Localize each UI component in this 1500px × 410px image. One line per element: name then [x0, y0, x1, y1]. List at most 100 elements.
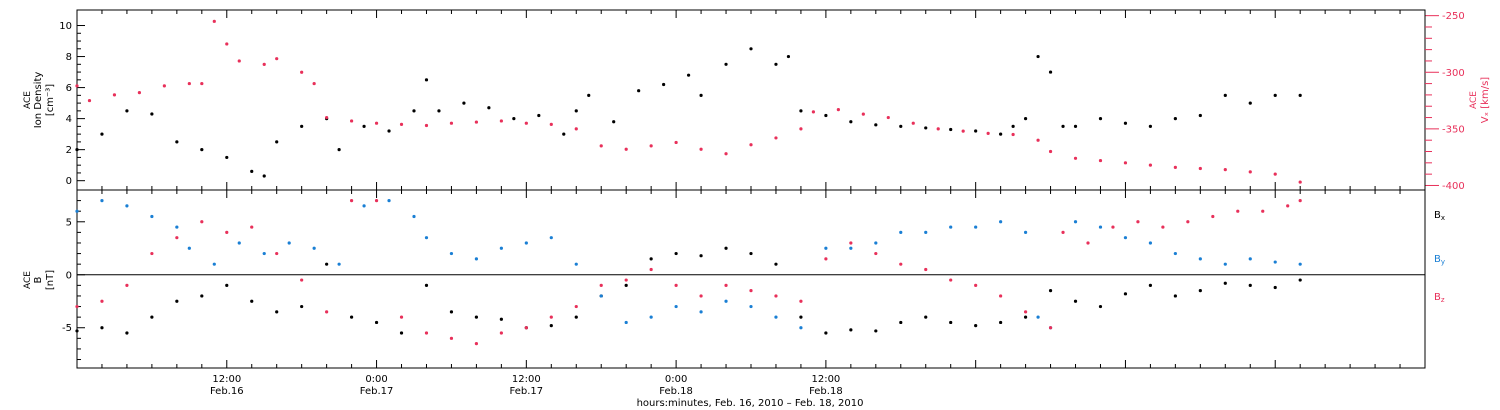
data-point [1198, 113, 1202, 118]
data-point [499, 331, 503, 335]
data-point [911, 121, 915, 125]
data-point [437, 109, 441, 113]
data-point [337, 262, 341, 266]
data-point [724, 299, 728, 303]
data-point [899, 262, 903, 266]
data-point [387, 129, 391, 133]
data-point [1061, 124, 1065, 128]
x-tick-label-date: Feb.18 [659, 386, 693, 397]
x-axis-label: hours:minutes, Feb. 16, 2010 – Feb. 18, … [637, 398, 864, 409]
data-point [999, 320, 1003, 325]
data-point [624, 278, 628, 282]
data-point [237, 241, 241, 245]
data-point [1273, 260, 1277, 264]
data-point [1036, 138, 1040, 142]
data-point [362, 124, 366, 128]
ion-density-axis-title: ACE Ion Density [cm⁻³] [23, 72, 56, 129]
data-point [474, 315, 479, 319]
data-point [674, 251, 678, 256]
data-point [125, 331, 129, 335]
data-point [774, 294, 778, 298]
data-point [1036, 54, 1040, 59]
data-point [1148, 241, 1153, 245]
data-point [87, 98, 92, 103]
bottom-left-title-line-2: B [33, 276, 44, 283]
data-point [1298, 180, 1302, 184]
data-point [786, 54, 791, 59]
data-point [562, 132, 566, 136]
b-tick-label: 0 [66, 270, 72, 281]
data-point [849, 120, 853, 124]
vx-tick-label: -400 [1442, 181, 1465, 192]
data-point [574, 315, 578, 319]
data-point [275, 310, 279, 314]
data-point [974, 324, 978, 328]
data-point [924, 267, 928, 272]
data-point [1123, 292, 1128, 296]
data-point [774, 262, 778, 266]
data-point [1098, 304, 1103, 309]
x-tick-label-date: Feb.16 [210, 386, 244, 397]
data-point [1273, 93, 1277, 97]
data-point [312, 246, 316, 250]
data-point [112, 93, 117, 97]
data-point [799, 315, 803, 319]
data-point [449, 121, 454, 125]
data-point [374, 121, 379, 125]
data-point [949, 225, 953, 229]
data-point [799, 299, 803, 303]
data-point [474, 257, 479, 261]
data-point [349, 315, 354, 319]
top-left-axis: 0 2 4 6 8 10 [59, 21, 85, 187]
data-point [412, 214, 416, 219]
data-point [225, 230, 229, 234]
data-point [1123, 121, 1128, 125]
data-point [549, 236, 553, 240]
data-point [524, 121, 528, 125]
data-point [449, 336, 454, 340]
data-point [974, 283, 978, 287]
data-point [212, 19, 216, 23]
data-point [774, 62, 778, 66]
data-point [499, 246, 503, 250]
x-axis-ticks: 12:00Feb.160:00Feb.1712:00Feb.170:00Feb.… [76, 10, 1426, 397]
data-point [549, 315, 553, 319]
data-point [549, 324, 553, 328]
y-tick-label: 10 [59, 21, 72, 32]
data-point [200, 220, 204, 224]
data-point [100, 198, 104, 203]
data-point [874, 241, 878, 245]
data-point [724, 283, 728, 287]
data-point [75, 84, 79, 88]
data-point [349, 119, 354, 123]
data-point [187, 246, 191, 250]
data-point [512, 117, 516, 121]
data-point [275, 251, 279, 256]
data-point [574, 304, 578, 309]
data-point [175, 225, 179, 229]
data-point [724, 246, 728, 250]
vx-tick-label: -350 [1442, 124, 1465, 135]
top-left-title-line-2: Ion Density [33, 72, 44, 129]
data-point [424, 331, 429, 335]
data-point [250, 169, 254, 173]
data-point [949, 278, 953, 282]
data-point [824, 331, 828, 335]
data-point [250, 225, 254, 229]
data-point [574, 109, 578, 113]
bottom-left-title-line-1: ACE [23, 271, 33, 289]
data-point [1086, 241, 1090, 245]
data-point [349, 198, 354, 203]
data-point [1248, 257, 1252, 261]
data-point [1048, 289, 1053, 293]
legend-by: By [1434, 254, 1445, 266]
b-tick-label: 5 [66, 217, 72, 228]
data-point [674, 304, 678, 309]
data-point [749, 47, 753, 51]
data-point [1098, 117, 1103, 121]
data-point [724, 62, 728, 66]
data-point [924, 315, 928, 319]
data-point [300, 124, 304, 128]
top-right-title-line-1: ACE [1469, 91, 1479, 109]
data-point [1173, 294, 1177, 298]
